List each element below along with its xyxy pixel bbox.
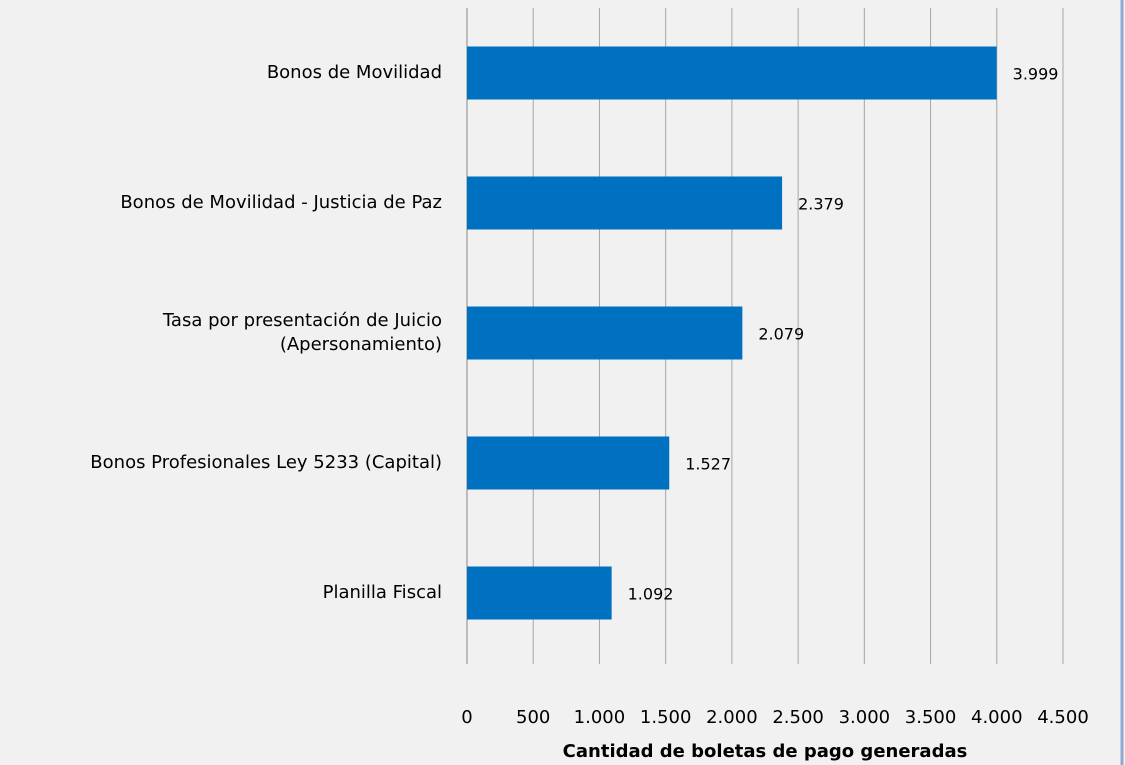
y-tick-label: Bonos de Movilidad - Justicia de Paz [120, 192, 442, 213]
y-tick-label: Tasa por presentación de Juicio (Apersona… [162, 310, 442, 355]
x-tick-label: 3.000 [839, 707, 891, 728]
x-tick-label: 0 [461, 707, 472, 728]
bar [467, 306, 743, 360]
y-tick-label: Planilla Fiscal [323, 582, 442, 603]
bar [467, 176, 783, 230]
bar [467, 566, 612, 620]
x-tick-label: 4.000 [971, 707, 1023, 728]
bar [467, 46, 997, 100]
x-tick-label: 4.500 [1037, 707, 1089, 728]
x-axis-title: Cantidad de boletas de pago generadas [563, 741, 968, 762]
x-tick-label: 1.500 [640, 707, 692, 728]
x-tick-label: 2.500 [772, 707, 824, 728]
data-label: 1.092 [628, 585, 674, 604]
data-label: 1.527 [685, 455, 731, 474]
x-tick-label: 1.000 [574, 707, 626, 728]
data-label: 2.379 [798, 195, 844, 214]
data-label: 2.079 [758, 325, 804, 344]
bar [467, 436, 670, 490]
x-tick-label: 3.500 [905, 707, 957, 728]
data-label: 3.999 [1013, 65, 1059, 84]
x-tick-label: 500 [516, 707, 550, 728]
y-tick-label: Bonos de Movilidad [267, 62, 442, 83]
x-tick-label: 2.000 [706, 707, 758, 728]
y-tick-label: Bonos Profesionales Ley 5233 (Capital) [90, 452, 442, 473]
